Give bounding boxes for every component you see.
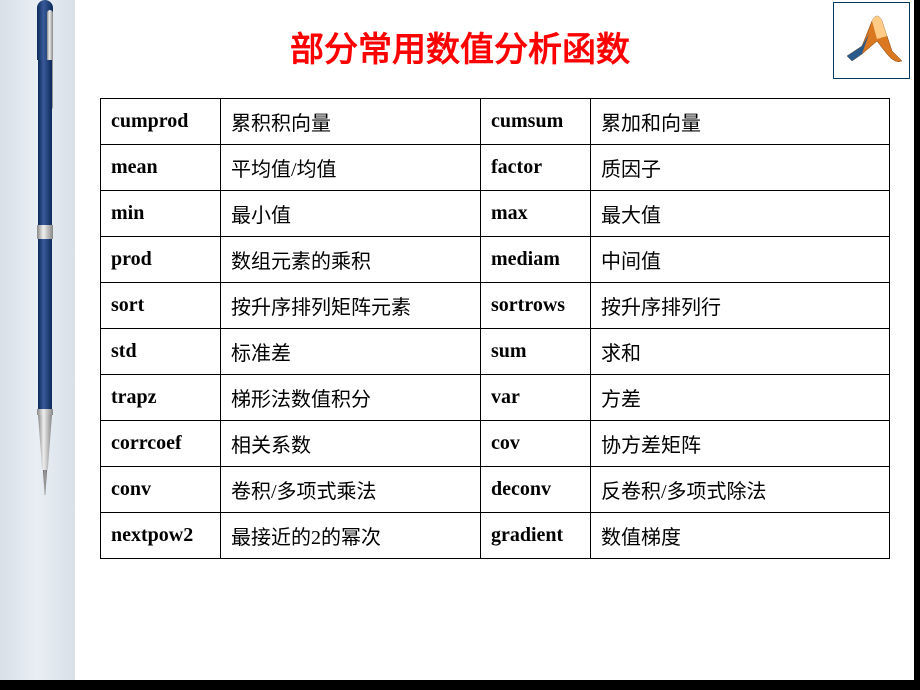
functions-table: cumprod累积积向量cumsum累加和向量mean平均值/均值factor质… — [100, 98, 890, 559]
func-desc-left: 累积积向量 — [221, 99, 481, 145]
table-row: conv卷积/多项式乘法deconv反卷积/多项式除法 — [101, 467, 890, 513]
func-desc-right: 方差 — [591, 375, 890, 421]
func-desc-left: 数组元素的乘积 — [221, 237, 481, 283]
table-row: mean平均值/均值factor质因子 — [101, 145, 890, 191]
func-name-left: nextpow2 — [101, 513, 221, 559]
func-desc-left: 最小值 — [221, 191, 481, 237]
func-name-right: max — [481, 191, 591, 237]
sidebar-background — [0, 0, 75, 690]
func-name-left: conv — [101, 467, 221, 513]
func-name-left: std — [101, 329, 221, 375]
func-name-right: mediam — [481, 237, 591, 283]
func-desc-right: 数值梯度 — [591, 513, 890, 559]
func-name-right: cumsum — [481, 99, 591, 145]
func-desc-right: 按升序排列行 — [591, 283, 890, 329]
func-desc-right: 求和 — [591, 329, 890, 375]
func-name-left: prod — [101, 237, 221, 283]
bottom-edge — [0, 680, 920, 690]
func-name-right: deconv — [481, 467, 591, 513]
table-row: sort按升序排列矩阵元素sortrows按升序排列行 — [101, 283, 890, 329]
func-desc-right: 中间值 — [591, 237, 890, 283]
table-row: trapz梯形法数值积分var方差 — [101, 375, 890, 421]
table-row: min最小值max最大值 — [101, 191, 890, 237]
matlab-logo-icon — [837, 6, 907, 76]
table-row: cumprod累积积向量cumsum累加和向量 — [101, 99, 890, 145]
func-desc-right: 反卷积/多项式除法 — [591, 467, 890, 513]
func-name-right: cov — [481, 421, 591, 467]
right-edge — [914, 0, 920, 690]
table-row: corrcoef相关系数cov协方差矩阵 — [101, 421, 890, 467]
table-row: prod数组元素的乘积mediam中间值 — [101, 237, 890, 283]
table-row: nextpow2最接近的2的幂次gradient数值梯度 — [101, 513, 890, 559]
func-name-right: factor — [481, 145, 591, 191]
func-name-left: corrcoef — [101, 421, 221, 467]
table-row: std标准差sum求和 — [101, 329, 890, 375]
func-desc-left: 平均值/均值 — [221, 145, 481, 191]
slide-title: 部分常用数值分析函数 — [100, 22, 820, 71]
func-name-left: cumprod — [101, 99, 221, 145]
func-name-left: trapz — [101, 375, 221, 421]
func-desc-left: 标准差 — [221, 329, 481, 375]
func-desc-left: 卷积/多项式乘法 — [221, 467, 481, 513]
matlab-logo — [833, 2, 910, 79]
func-desc-left: 梯形法数值积分 — [221, 375, 481, 421]
pen-decoration — [33, 0, 57, 560]
func-desc-left: 最接近的2的幂次 — [221, 513, 481, 559]
func-desc-right: 累加和向量 — [591, 99, 890, 145]
func-name-right: sum — [481, 329, 591, 375]
func-name-left: mean — [101, 145, 221, 191]
func-desc-left: 相关系数 — [221, 421, 481, 467]
func-name-left: sort — [101, 283, 221, 329]
func-name-right: gradient — [481, 513, 591, 559]
func-name-right: sortrows — [481, 283, 591, 329]
func-desc-right: 质因子 — [591, 145, 890, 191]
func-name-left: min — [101, 191, 221, 237]
func-desc-right: 最大值 — [591, 191, 890, 237]
func-name-right: var — [481, 375, 591, 421]
func-desc-right: 协方差矩阵 — [591, 421, 890, 467]
func-desc-left: 按升序排列矩阵元素 — [221, 283, 481, 329]
functions-table-container: cumprod累积积向量cumsum累加和向量mean平均值/均值factor质… — [100, 98, 890, 559]
